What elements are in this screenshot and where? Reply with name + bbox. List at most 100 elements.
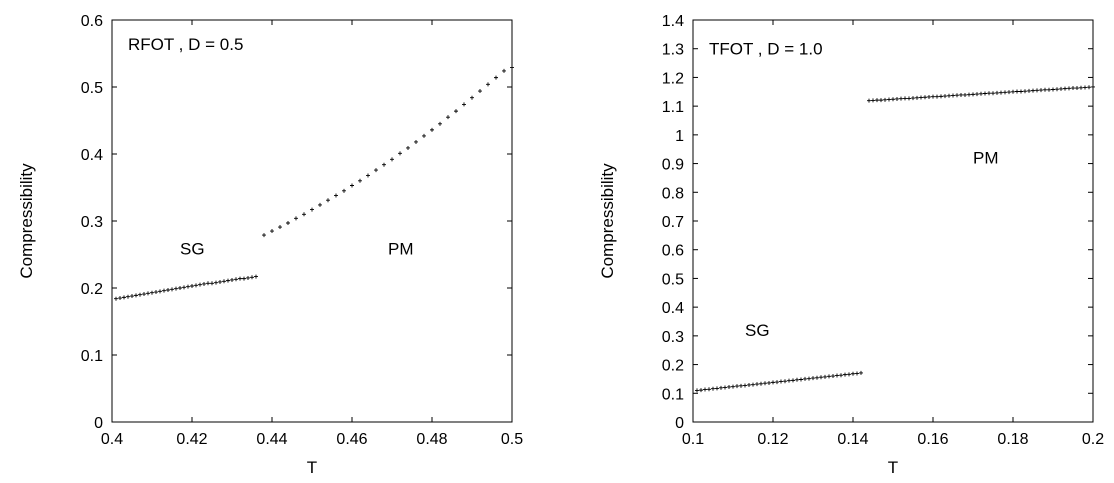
data-point: [831, 374, 835, 379]
data-point: [967, 92, 971, 97]
chart-1-x-tick-label: 0.5: [501, 431, 523, 448]
data-point: [1051, 87, 1055, 92]
data-point: [326, 198, 330, 203]
data-point: [915, 95, 919, 100]
chart-1-y-tick-label: 0.3: [81, 214, 103, 231]
chart-2-y-tick-label: 0.1: [662, 386, 684, 403]
data-point: [174, 286, 178, 291]
chart-2-annotation: SG: [745, 321, 770, 340]
data-point: [707, 387, 711, 392]
data-point: [975, 92, 979, 97]
data-point: [1023, 89, 1027, 94]
data-point: [138, 292, 142, 297]
data-point: [1071, 86, 1075, 91]
data-point: [1035, 88, 1039, 93]
data-point: [955, 93, 959, 98]
chart-1-series-1: [114, 274, 258, 301]
data-point: [470, 95, 474, 100]
data-point: [895, 96, 899, 101]
data-point: [286, 221, 290, 226]
chart-2-y-tick-label: 1.4: [662, 13, 684, 30]
chart-2-y-tick-label: 1.3: [662, 42, 684, 59]
data-point: [1043, 87, 1047, 92]
data-point: [422, 133, 426, 138]
data-point: [803, 376, 807, 381]
data-point: [699, 388, 703, 393]
chart-1-annotation: RFOT , D = 0.5: [128, 35, 243, 54]
chart-2-x-tick-label: 0.18: [997, 431, 1028, 448]
chart-2-plot-frame: [692, 19, 1094, 423]
data-point: [811, 376, 815, 381]
data-point: [398, 151, 402, 156]
chart-2-x-tick-label: 0.16: [917, 431, 948, 448]
data-point: [1031, 88, 1035, 93]
data-point: [711, 386, 715, 391]
chart-2-annotation: TFOT , D = 1.0: [709, 39, 823, 58]
data-point: [166, 288, 170, 293]
data-point: [979, 91, 983, 96]
data-point: [743, 383, 747, 388]
data-point: [791, 378, 795, 383]
chart-2-x-tick-label: 0.14: [837, 431, 868, 448]
chart-2-y-tick-label: 1.1: [662, 99, 684, 116]
data-point: [350, 183, 354, 188]
data-point: [755, 382, 759, 387]
chart-1-plot-frame: [111, 19, 513, 423]
data-point: [835, 373, 839, 378]
data-point: [150, 290, 154, 295]
chart-2-x-tick-label: 0.12: [757, 431, 788, 448]
data-point: [891, 97, 895, 102]
chart-2-y-tick-label: 1: [675, 128, 684, 145]
chart-2-y-tick-label: 0.4: [662, 300, 684, 317]
data-point: [759, 381, 763, 386]
chart-1-x-tick-label: 0.46: [336, 431, 367, 448]
chart-2-y-tick-label: 0.3: [662, 329, 684, 346]
data-point: [194, 283, 198, 288]
chart-2-y-tick-label: 0: [675, 415, 684, 432]
data-point: [134, 293, 138, 298]
chart-1-annotation: SG: [180, 240, 205, 259]
chart-2-y-tick-label: 0.2: [662, 358, 684, 375]
data-point: [911, 96, 915, 101]
data-point: [126, 294, 130, 299]
data-point: [1067, 86, 1071, 91]
data-point: [927, 94, 931, 99]
chart-1-y-tick-label: 0.5: [81, 80, 103, 97]
data-point: [118, 296, 122, 301]
data-point: [226, 278, 230, 283]
data-point: [510, 65, 514, 70]
data-point: [935, 94, 939, 99]
data-point: [767, 380, 771, 385]
data-point: [186, 284, 190, 289]
chart-1-annotation: PM: [388, 240, 414, 259]
data-point: [795, 377, 799, 382]
chart-2: 0.1 0.12 0.14 0.16 0.18 0.200.10.20.30.40.50.…: [598, 13, 1104, 477]
data-point: [250, 275, 254, 280]
data-point: [390, 157, 394, 162]
data-point: [210, 281, 214, 286]
data-point: [887, 97, 891, 102]
chart-2-y-tick-label: 0.9: [662, 157, 684, 174]
data-point: [358, 178, 362, 183]
data-point: [438, 121, 442, 126]
data-point: [947, 93, 951, 98]
data-point: [951, 93, 955, 98]
data-point: [815, 375, 819, 380]
data-point: [1019, 89, 1023, 94]
data-point: [222, 279, 226, 284]
data-point: [494, 75, 498, 80]
data-point: [462, 102, 466, 107]
data-point: [122, 295, 126, 300]
data-point: [903, 96, 907, 101]
data-point: [991, 91, 995, 96]
data-point: [1075, 86, 1079, 91]
data-point: [242, 276, 246, 281]
chart-1-series-2: [262, 65, 514, 238]
data-point: [807, 376, 811, 381]
data-point: [294, 216, 298, 221]
data-point: [334, 193, 338, 198]
data-point: [995, 90, 999, 95]
data-point: [695, 388, 699, 393]
data-point: [779, 379, 783, 384]
data-point: [959, 92, 963, 97]
